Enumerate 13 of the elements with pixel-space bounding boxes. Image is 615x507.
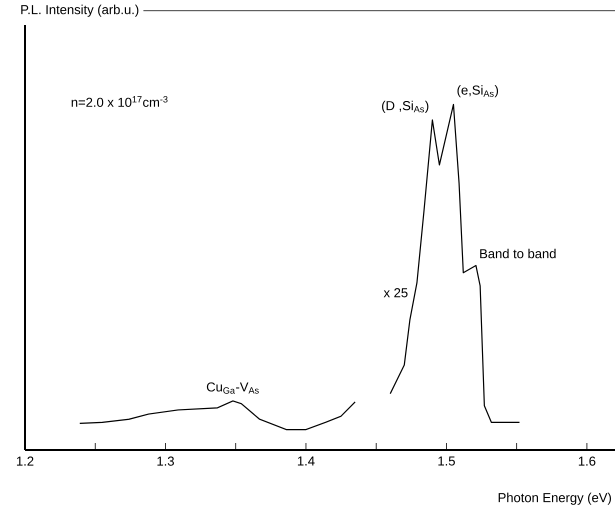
annotation: (e,Si$_{As}$) xyxy=(457,85,498,98)
x-tick-label: 1.3 xyxy=(157,456,174,466)
x-tick-label: 1.2 xyxy=(16,456,34,466)
annotation: n=2.0 x 10$^{17}$cm$^{-3}$ xyxy=(72,96,168,107)
x-axis-title: Photon Energy (eV) xyxy=(498,492,611,505)
x-tick-label: 1.6 xyxy=(578,456,596,466)
annotation: Cu$_{Ga}$-V$_{As}$ xyxy=(206,382,259,394)
text: P.L. Intensity (arb.u.) xyxy=(21,4,138,17)
annotation: Band to band xyxy=(480,248,556,258)
annotation: (D ,Si$_{As}$) xyxy=(382,100,428,113)
annotation: x 25 xyxy=(384,288,408,298)
x-tick-label: 1.5 xyxy=(438,456,455,466)
x-tick-label: 1.4 xyxy=(298,456,315,466)
